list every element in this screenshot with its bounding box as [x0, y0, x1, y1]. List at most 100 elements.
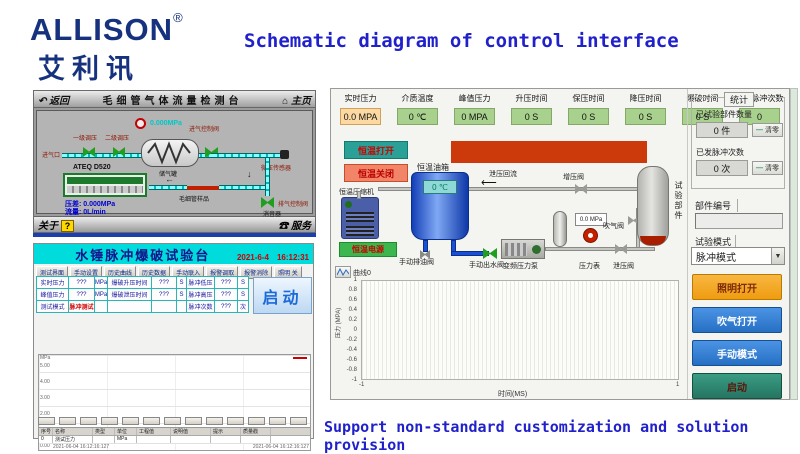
hmi-test-start-button[interactable]: 启动 [253, 277, 312, 314]
part-no-input[interactable] [695, 213, 783, 229]
service-button[interactable]: ☎ 服务 [278, 220, 311, 232]
home-icon: ⌂ [282, 95, 289, 107]
grid-cell [94, 300, 108, 313]
phone-icon: ☎ [278, 220, 289, 232]
status-fields-row: 实时压力 0.0 MPA 介质温度 0 ℃ 峰值压力 0 MPA 升压时间 0 S 保压时间 0 … [333, 91, 787, 125]
table-header-cell: 序号 [41, 428, 53, 435]
toolbar-button[interactable] [143, 417, 160, 425]
field-label: 介质温度 [401, 94, 434, 103]
field-value: 0 S [568, 108, 609, 125]
y-tick-label: 0.00 [40, 443, 50, 449]
table-cell [171, 436, 211, 443]
action-button[interactable]: 吹气打开 [692, 307, 782, 333]
about-button[interactable]: 关于 ? [38, 217, 75, 232]
down-pipe [265, 158, 270, 196]
y-tick-label: 0.8 [348, 287, 357, 293]
minus-icon: — [756, 126, 763, 134]
down-arrow-icon: ↓ [247, 169, 252, 179]
return-pipe-2 [219, 185, 265, 190]
toolbar-button[interactable] [290, 417, 307, 425]
y-tick-label: 0.2 [348, 317, 357, 323]
toolbar-button[interactable] [269, 417, 286, 425]
window-edge-strip [790, 88, 798, 400]
pressure-readout: 压差: 0.000MPa [65, 201, 116, 208]
clear-pulse-button[interactable]: — 清零 [752, 161, 783, 175]
table-cell: 0 [39, 436, 53, 443]
curve-toggle-button[interactable] [335, 266, 351, 278]
valve2-label: 二级调压 [105, 136, 130, 142]
pump-icon [501, 239, 545, 259]
bottom-pipe [545, 247, 655, 251]
table-header-cell: 类型 [93, 428, 115, 435]
toolbar-button[interactable] [227, 417, 244, 425]
compressor-icon [341, 197, 379, 239]
table-header-cell: 说明值 [171, 428, 211, 435]
status-field: 介质温度 0 ℃ [390, 91, 445, 125]
control-panel: 实时压力 0.0 MPA 介质温度 0 ℃ 峰值压力 0 MPA 升压时间 0 S 保压时间 0 … [330, 88, 790, 400]
compressor-riser-pipe [357, 191, 361, 199]
tank-coil-icon [147, 141, 191, 165]
toolbar-button[interactable] [101, 417, 118, 425]
toolbar-button[interactable] [185, 417, 202, 425]
outlet-valve-icon [483, 248, 497, 259]
toolbar-button[interactable] [38, 417, 55, 425]
toolbar-button[interactable] [122, 417, 139, 425]
action-button[interactable]: 手动模式 [692, 340, 782, 366]
y-tick-label: 5.00 [40, 363, 50, 369]
help-icon[interactable]: ? [60, 219, 75, 232]
toolbar-button[interactable] [206, 417, 223, 425]
pipe-to-sensor [212, 153, 280, 158]
pressure-gauge-icon [135, 118, 146, 129]
status-field: 降压时间 0 S [618, 91, 673, 125]
toolbar-button[interactable] [59, 417, 76, 425]
home-button[interactable]: ⌂ 主页 [282, 95, 311, 107]
thermostat-open-button[interactable]: 恒温打开 [344, 141, 408, 159]
status-field: 保压时间 0 S [561, 91, 616, 125]
tank-label: 储气罐 [159, 172, 178, 178]
inlet-label: 进气口 [42, 153, 61, 159]
grid-cell [151, 300, 177, 313]
field-value: 0.0 MPA [340, 108, 381, 125]
tested-count-value: 0 件 [696, 122, 748, 138]
y-tick-label: 0.6 [348, 297, 357, 303]
field-label: 已发脉冲次数 [735, 94, 784, 103]
menu-button[interactable]: 照明 关 [274, 266, 302, 279]
toolbar-button[interactable] [164, 417, 181, 425]
table-cell [241, 436, 271, 443]
gauge-label: 压力表 [579, 263, 600, 270]
inlet-pipe [62, 153, 212, 158]
oil-tank-icon: 0 ℃ [411, 172, 469, 240]
left-arrow-icon: ← [165, 174, 174, 184]
toolbar-button[interactable] [80, 417, 97, 425]
action-button[interactable]: 照明打开 [692, 274, 782, 300]
inlet-ctrl-label: 进气控制阀 [189, 127, 220, 133]
relief-label: 泄压阀 [613, 263, 634, 270]
chevron-down-icon[interactable]: ▼ [771, 248, 784, 264]
return-pipe-1 [149, 185, 187, 190]
pump-label: 变频压力泵 [503, 263, 538, 270]
toolbar-button[interactable] [248, 417, 265, 425]
valve2-icon [113, 147, 125, 157]
chart-unit-label: MPa [40, 355, 51, 361]
mode-dropdown[interactable]: 脉冲模式 ▼ [691, 247, 785, 265]
start-button[interactable]: 启动 [692, 373, 782, 399]
clear-count-button[interactable]: — 清零 [752, 123, 783, 137]
field-value: 0 MPA [454, 108, 495, 125]
field-label: 降压时间 [629, 94, 662, 103]
table-header-cell: 单位 [115, 428, 137, 435]
thermostat-power-button[interactable]: 恒温电源 [339, 242, 397, 257]
device-label: ATEQ D520 [73, 164, 111, 171]
sidebar: 统计 已试验部件数量 0 件 — 清零 已发脉冲次数 0 次 — 清零 部件编号 试… [687, 89, 789, 399]
table-header-row: 序号 名称 类型 单位 工程值 说明值 提示 质量戳 [39, 428, 310, 436]
minus-icon: — [756, 164, 763, 172]
table-header-cell: 提示 [211, 428, 241, 435]
sample-label: 毛细管样品 [179, 197, 210, 203]
part-no-label: 部件编号 [695, 199, 739, 212]
back-button[interactable]: ↶ 返回 [38, 95, 70, 107]
field-label: 升压时间 [515, 94, 548, 103]
valve1-icon [83, 147, 95, 157]
compressor-label: 恒温压缩机 [339, 187, 374, 197]
pressure-chart: 曲线0 压力 (MPA) 1 0.8 0.6 0.4 0.2 0 -0.2 -0.4 -0.6-… [333, 266, 685, 399]
thermostat-close-button[interactable]: 恒温关闭 [344, 164, 408, 182]
table-header-cell: 工程值 [137, 428, 171, 435]
